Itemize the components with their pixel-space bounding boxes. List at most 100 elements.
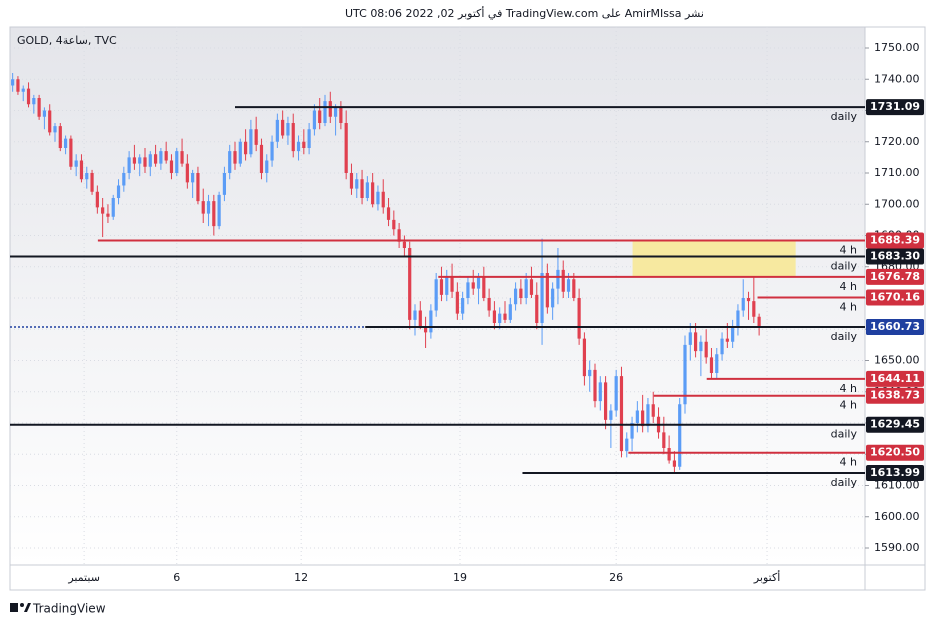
level-timeframe: 4 h (840, 382, 857, 395)
x-tick-label: أكتوبر (753, 570, 780, 584)
candle-body (598, 382, 602, 402)
candle-body (492, 310, 497, 323)
candle-body (328, 101, 332, 117)
candle-body (503, 313, 507, 320)
candle-body (116, 185, 121, 198)
candle-body (445, 276, 449, 295)
candle-body (572, 279, 576, 298)
level-badge (866, 248, 924, 265)
candle-body (281, 119, 285, 136)
candle-body (344, 123, 348, 173)
y-tick-label: 1700.00 (874, 197, 920, 210)
candle-body (635, 410, 639, 423)
header: نشر AmirMIssa على TradingView.com في أكت… (345, 6, 704, 20)
candle-body (614, 376, 618, 411)
candle-body (535, 294, 539, 323)
candle-body (498, 313, 502, 323)
candle-body (339, 107, 343, 123)
candle-body (26, 88, 31, 105)
symbol: GOLD, 4ساعة, TVC (17, 34, 117, 47)
candle-body (519, 288, 523, 298)
candle-body (408, 248, 412, 320)
candle-body (286, 123, 290, 136)
candle-body (429, 310, 433, 333)
level-badge (866, 268, 924, 285)
candle-body (164, 151, 168, 161)
candle-body (132, 157, 137, 164)
level-badge (866, 465, 924, 482)
candle-body (741, 298, 745, 311)
candle-body (746, 298, 751, 302)
candle-body (603, 382, 608, 420)
candle-body (731, 326, 735, 342)
candle-body (487, 298, 491, 311)
candle-body (630, 423, 634, 439)
candle-body (74, 160, 78, 167)
level-badge-label: 1629.45 (870, 418, 920, 431)
candle-body (678, 404, 682, 467)
level-badge-label: 1613.99 (870, 466, 920, 479)
candle-body (349, 173, 354, 189)
candle-body (376, 191, 380, 205)
candle-body (715, 354, 719, 373)
candle-body (704, 341, 708, 358)
candle-body (48, 110, 52, 133)
candle-body (265, 160, 269, 173)
candle-body (259, 144, 264, 173)
chart-frame (9, 26, 926, 591)
candle-body (551, 288, 555, 308)
level-badge (866, 444, 924, 461)
candle-body (79, 160, 84, 180)
candle-body (127, 157, 131, 173)
candle-body (16, 79, 20, 92)
candle-body (323, 101, 327, 123)
candle-body (32, 98, 36, 105)
candle-body (641, 410, 645, 427)
candle-body (386, 207, 391, 220)
level-timeframe: daily (831, 476, 858, 489)
x-tick-label: 26 (609, 571, 623, 584)
level-timeframe: daily (831, 428, 858, 441)
level-badge (866, 289, 924, 306)
tv-logo (10, 603, 31, 612)
candle-body (196, 173, 200, 202)
level-timeframe: daily (831, 259, 858, 272)
candle-body (296, 141, 301, 152)
level-badge-label: 1644.11 (870, 372, 920, 385)
candle-body (593, 369, 597, 402)
y-tick-label: 1750.00 (874, 41, 920, 54)
candle-body (275, 119, 279, 142)
level-badge (866, 99, 924, 116)
candle-body (222, 173, 227, 195)
level-badge (866, 370, 924, 387)
candle-body (201, 201, 205, 214)
candle-body (413, 310, 417, 320)
candle-body (545, 273, 549, 308)
level-badge-label: 1683.30 (870, 249, 920, 262)
candle-body (693, 332, 698, 352)
candle-body (365, 182, 369, 198)
candle-body (667, 448, 671, 461)
candle-body (476, 276, 481, 289)
candle-body (159, 151, 163, 164)
candle-body (291, 123, 295, 152)
candle-body (651, 404, 655, 417)
last-price-badge (866, 318, 924, 335)
candle-body (101, 207, 105, 214)
candle-body (397, 229, 401, 242)
candle-body (206, 201, 211, 214)
candle-body (243, 141, 248, 155)
candle-body (736, 310, 740, 327)
candle-body (688, 332, 692, 345)
candle-body (709, 357, 714, 373)
candle-body (619, 376, 624, 452)
candle-body (455, 291, 459, 314)
candle-body (725, 338, 729, 342)
zone (632, 240, 796, 277)
candle-body (238, 141, 242, 164)
candle-body (249, 129, 253, 155)
candle-body (21, 88, 25, 92)
candle-body (42, 110, 47, 117)
candle-body (212, 201, 216, 227)
candle-body (371, 182, 375, 205)
